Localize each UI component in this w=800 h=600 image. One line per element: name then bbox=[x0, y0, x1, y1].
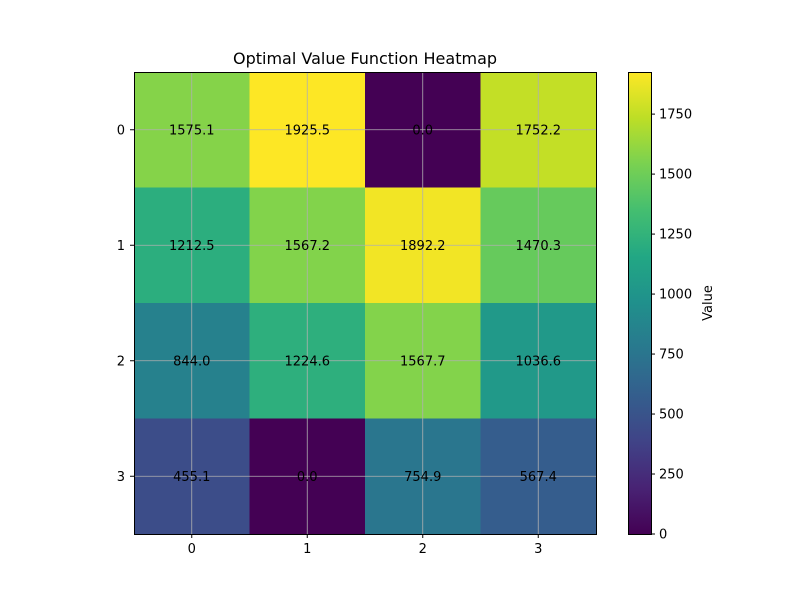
colorbar-tick-label: 250 bbox=[659, 468, 684, 483]
colorbar-tick-label: 750 bbox=[659, 348, 684, 363]
colorbar-tick-label: 1000 bbox=[659, 288, 692, 303]
cell-value-label: 1892.2 bbox=[400, 239, 446, 254]
colorbar-ticks: 0 250 500 750 1000 1250 1500 1750 bbox=[651, 108, 692, 543]
cell-value-label: 1575.1 bbox=[169, 123, 215, 138]
cell-value-label: 0.0 bbox=[297, 470, 318, 485]
colorbar-tick-label: 1750 bbox=[659, 108, 692, 123]
y-axis: 0 1 2 3 bbox=[117, 123, 134, 485]
colorbar-label: Value bbox=[701, 285, 716, 321]
y-tick-label: 0 bbox=[117, 123, 125, 138]
cell-value-label: 567.4 bbox=[520, 470, 557, 485]
colorbar-frame bbox=[628, 72, 652, 535]
plot-frame bbox=[134, 72, 597, 535]
cell-value-label: 754.9 bbox=[404, 470, 441, 485]
colorbar-gradient bbox=[628, 72, 651, 534]
cell-value-label: 1567.2 bbox=[285, 239, 331, 254]
x-tick-label: 3 bbox=[534, 542, 542, 557]
colorbar-tick-label: 500 bbox=[659, 408, 684, 423]
y-tick-label: 3 bbox=[117, 470, 125, 485]
cell-labels: 1575.1 1925.5 0.0 1752.2 1212.5 1567.2 1892.2 1… bbox=[169, 123, 561, 485]
x-tick-label: 0 bbox=[188, 542, 196, 557]
colorbar-tick-label: 0 bbox=[659, 528, 667, 543]
y-tick-label: 2 bbox=[117, 354, 125, 369]
cell-value-label: 1470.3 bbox=[516, 239, 562, 254]
chart-title: Optimal Value Function Heatmap bbox=[233, 49, 497, 68]
colorbar-tick-label: 1250 bbox=[659, 228, 692, 243]
cell-value-label: 1036.6 bbox=[516, 354, 562, 369]
x-axis: 0 1 2 3 bbox=[188, 534, 542, 557]
x-tick-label: 2 bbox=[419, 542, 427, 557]
cell-value-label: 1925.5 bbox=[285, 123, 331, 138]
colorbar bbox=[628, 72, 652, 535]
cell-value-label: 0.0 bbox=[412, 123, 433, 138]
cell-value-label: 844.0 bbox=[173, 354, 210, 369]
cell-value-label: 1212.5 bbox=[169, 239, 215, 254]
cell-value-label: 1752.2 bbox=[516, 123, 562, 138]
cell-value-label: 1567.7 bbox=[400, 354, 446, 369]
colorbar-tick-label: 1500 bbox=[659, 168, 692, 183]
x-tick-label: 1 bbox=[303, 542, 311, 557]
cell-value-label: 1224.6 bbox=[285, 354, 331, 369]
y-tick-label: 1 bbox=[117, 239, 125, 254]
grid-lines bbox=[134, 72, 596, 534]
heatmap-cells bbox=[134, 72, 597, 535]
cell-value-label: 455.1 bbox=[173, 470, 210, 485]
